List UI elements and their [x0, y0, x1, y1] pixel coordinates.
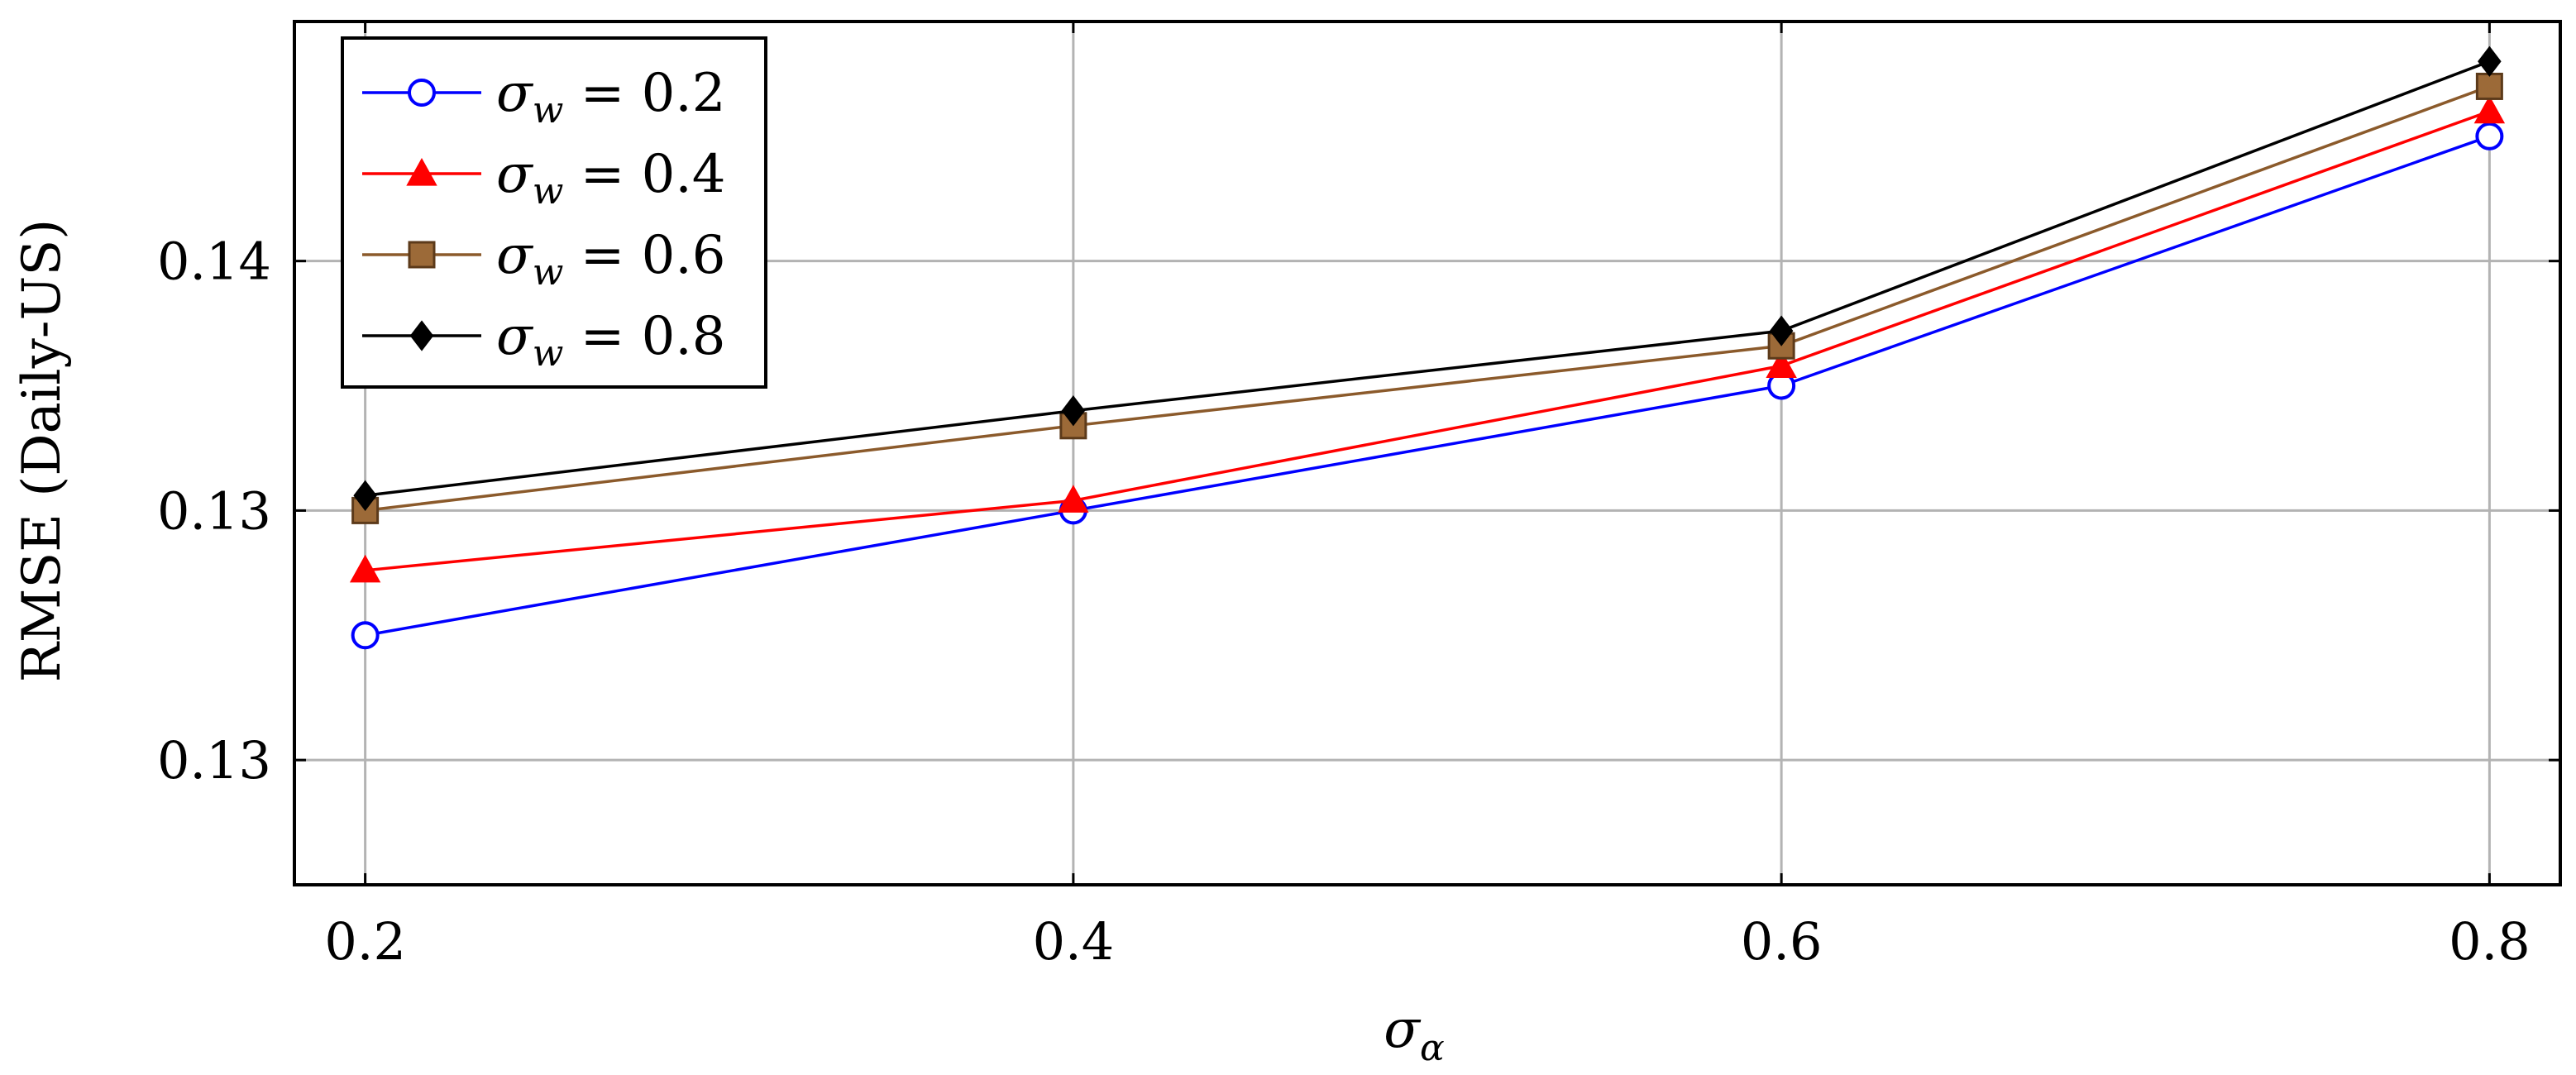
- plot-frame: [293, 20, 2562, 886]
- series-line: [365, 60, 2490, 498]
- legend-label: σw = 0.4: [496, 144, 725, 213]
- x-tick-label: 0.2: [324, 911, 406, 972]
- x-tick-label: 0.4: [1033, 911, 1115, 972]
- x-axis-label-symbol: σ: [1384, 999, 1422, 1060]
- y-tick-labels: 0.13 0.13 0.14: [157, 232, 271, 791]
- data-point-diamond: [1769, 315, 1794, 346]
- y-tick-label: 0.14: [157, 232, 271, 292]
- data-point-triangle: [349, 554, 381, 583]
- x-axis-label-subscript: α: [1420, 1027, 1445, 1069]
- data-point-square: [2475, 72, 2503, 100]
- legend: σw = 0.2 σw = 0.4 σw = 0.6 σw = 0.8: [341, 36, 767, 389]
- x-tick-label: 0.6: [1741, 911, 1823, 972]
- data-point-triangle: [406, 157, 437, 186]
- series-line: [365, 135, 2490, 637]
- x-axis-label: σα: [1384, 999, 1444, 1069]
- series-2: [349, 95, 2506, 583]
- data-point-square: [408, 241, 436, 269]
- data-point-diamond: [409, 320, 434, 351]
- x-tick-labels: 0.2 0.4 0.6 0.8: [324, 911, 2530, 972]
- legend-item: σw = 0.2: [362, 63, 725, 131]
- data-point-triangle: [1058, 485, 1089, 513]
- legend-label: σw = 0.6: [496, 225, 725, 294]
- legend-label: σw = 0.8: [496, 306, 725, 375]
- legend-item: σw = 0.6: [362, 225, 725, 294]
- series-line: [365, 109, 2490, 572]
- data-point-triangle: [1766, 350, 1797, 378]
- series-4: [353, 45, 2502, 511]
- x-tick-label: 0.8: [2449, 911, 2531, 972]
- data-point-diamond: [2478, 45, 2502, 77]
- data-point-circle: [351, 621, 380, 650]
- data-point-triangle: [2473, 95, 2506, 124]
- data-point-diamond: [1061, 395, 1086, 427]
- series-layer: [349, 45, 2506, 650]
- data-point-diamond: [353, 480, 377, 511]
- data-point-circle: [2475, 122, 2504, 150]
- legend-item: σw = 0.8: [362, 306, 725, 375]
- y-tick-label: 0.13: [157, 730, 271, 791]
- y-axis-label: RMSE (Daily-US): [12, 219, 73, 683]
- legend-label: σw = 0.2: [496, 63, 725, 131]
- legend-item: σw = 0.4: [362, 144, 725, 213]
- y-tick-label: 0.13: [157, 480, 271, 541]
- series-line: [365, 84, 2490, 513]
- data-point-circle: [408, 79, 436, 107]
